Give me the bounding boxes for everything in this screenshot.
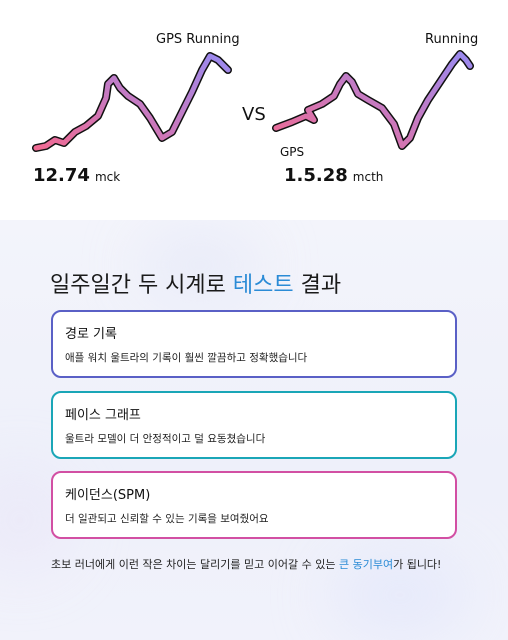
footer-text: 초보 러너에게 이런 작은 차이는 달리기를 믿고 이어갈 수 있는 큰 동기부… [51,555,461,574]
card-title: 경로 기록 [65,327,117,342]
background-blob [330,550,470,640]
right-metric: 1.5.28 mcth [284,165,383,186]
background-blob [140,230,260,300]
card-title: 케이던스(SPM) [65,488,151,503]
card-description: 울트라 모델이 더 안정적이고 덜 요동쳤습니다 [65,433,266,445]
left-unit: mck [94,170,121,184]
card-description: 더 일관되고 신뢰할 수 있는 기록을 보여줬어요 [65,513,269,525]
card-title: 페이스 그래프 [65,408,141,423]
running-label: Running [425,32,479,47]
comparison-charts: GPS Running Running VS GPS 12.74 mck 1.5.… [0,0,508,220]
heading-prefix: 일주일간 두 시계로 [50,273,233,298]
right-unit: mcth [352,170,384,184]
result-card-route: 경로 기록 애플 워치 울트라의 기록이 훨씬 깔끔하고 정확했습니다 [51,310,457,378]
right-value: 1.5.28 [284,165,348,186]
results-heading: 일주일간 두 시계로 테스트 결과 [50,267,341,299]
heading-accent: 테스트 [232,273,294,298]
vs-label: VS [242,104,266,125]
card-description: 애플 워치 울트라의 기록이 훨씬 깔끔하고 정확했습니다 [65,352,308,364]
gps-route-right [272,50,474,150]
gps-label: GPS [280,145,305,159]
route-lines [32,50,474,152]
footer-suffix: 가 됩니다! [393,558,442,571]
gps-running-label: GPS Running [156,32,240,47]
heading-suffix: 결과 [293,273,342,298]
left-value: 12.74 [33,165,90,186]
left-metric: 12.74 mck [33,165,120,186]
result-card-cadence: 케이던스(SPM) 더 일관되고 신뢰할 수 있는 기록을 보여줬어요 [51,471,457,539]
result-card-pace: 페이스 그래프 울트라 모델이 더 안정적이고 덜 요동쳤습니다 [51,391,457,459]
results-section: 일주일간 두 시계로 테스트 결과 경로 기록 애플 워치 울트라의 기록이 훨… [0,220,508,640]
footer-accent: 큰 동기부여 [338,558,394,571]
gps-route-left [32,52,232,152]
footer-prefix: 초보 러너에게 이런 작은 차이는 달리기를 믿고 이어갈 수 있는 [51,558,339,571]
